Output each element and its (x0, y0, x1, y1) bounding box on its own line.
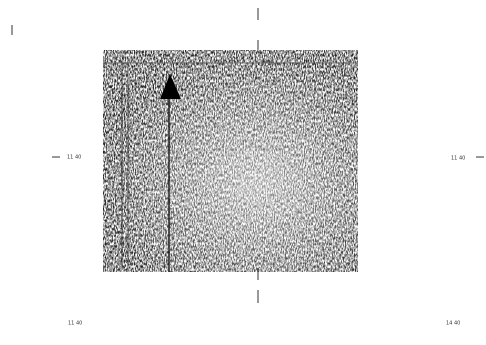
label-bottom-right: 14 40 (446, 321, 460, 327)
noise-fade (103, 50, 358, 272)
crosshair (11, 8, 484, 303)
label-right: 11 40 (451, 156, 465, 162)
label-bottom-left: 11 40 (68, 321, 82, 327)
scan-image (103, 50, 358, 272)
label-left: 11 40 (67, 155, 81, 161)
target-marker (160, 74, 181, 99)
label-top: 20 40 (260, 62, 274, 68)
